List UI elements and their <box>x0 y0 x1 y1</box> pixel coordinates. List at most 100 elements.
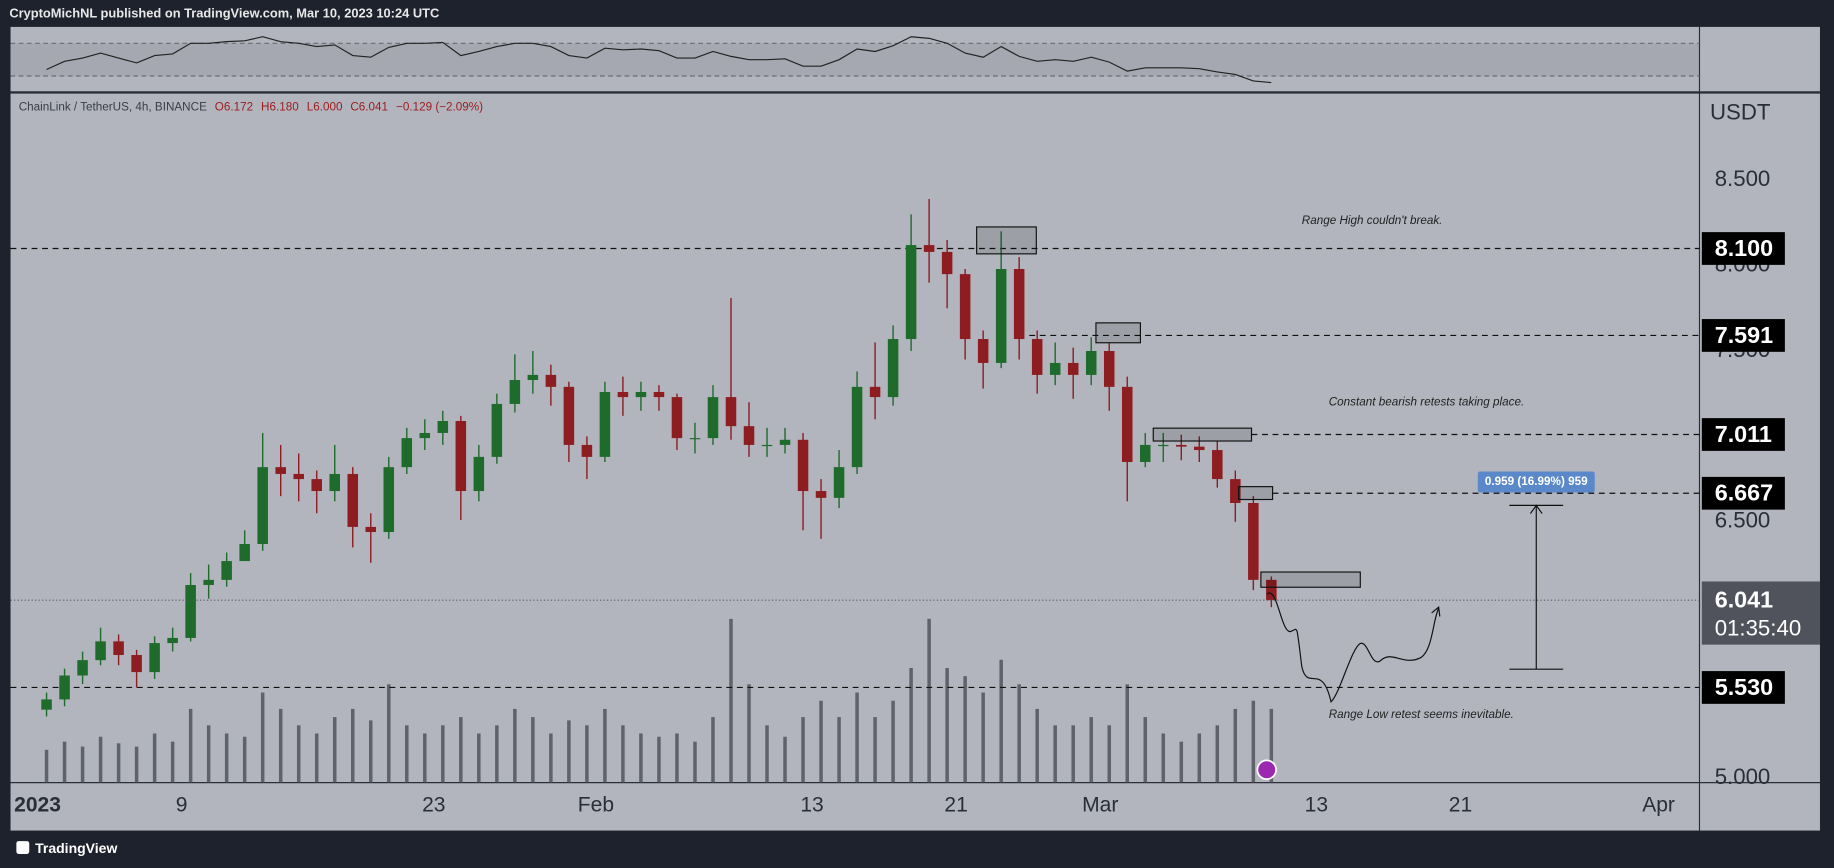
candle-body <box>905 245 917 340</box>
volume-bar <box>459 717 463 783</box>
volume-bar <box>891 700 895 783</box>
measure-arrowhead <box>1529 504 1543 514</box>
volume-bar <box>224 733 229 783</box>
price-axis: 8.5008.0007.5006.5005.0008.1007.5917.011… <box>1701 166 1820 789</box>
candle-body <box>167 637 178 644</box>
candle-body <box>95 641 106 661</box>
candle-body <box>329 473 340 492</box>
volume-bar <box>567 720 571 783</box>
volume-bar <box>729 618 733 783</box>
level-label: 6.667 <box>1715 480 1773 506</box>
level-label: 7.591 <box>1715 322 1773 348</box>
x-tick-label: 9 <box>176 794 188 817</box>
candle-body <box>41 699 52 710</box>
candle-body <box>131 655 142 673</box>
volume-bar <box>585 725 589 783</box>
volume-bar <box>260 692 265 783</box>
volume-bar <box>332 717 337 783</box>
volume-bar <box>134 746 139 783</box>
volume-bar <box>80 746 85 783</box>
header-text: CryptoMichNL published on TradingView.co… <box>9 5 439 20</box>
volume-bar <box>801 717 805 783</box>
volume-bar <box>278 708 283 783</box>
volume-bar <box>1251 700 1256 783</box>
candle-body <box>1103 350 1115 387</box>
candle-body <box>635 391 647 398</box>
x-tick-label: 23 <box>422 794 445 817</box>
candle-body <box>293 473 304 480</box>
volume-bar <box>621 725 625 783</box>
volume-bar <box>242 736 247 783</box>
legend-close: C6.041 <box>350 101 388 114</box>
volume-bar <box>477 733 481 783</box>
candle-body <box>1212 450 1223 480</box>
volume-bar <box>423 733 427 783</box>
legend: ChainLink / TetherUS, 4h, BINANCE O6.172… <box>19 101 483 114</box>
candle-body <box>419 432 431 439</box>
candle-body <box>1085 350 1097 375</box>
volume-bar <box>1233 708 1238 783</box>
y-tick-label: 8.500 <box>1715 166 1771 191</box>
footer-text: TradingView <box>35 840 117 856</box>
candle-body <box>527 374 539 381</box>
volume-bar <box>999 659 1003 783</box>
zone-box <box>1152 427 1253 442</box>
zone-box <box>1238 486 1274 501</box>
volume-bar <box>387 684 391 783</box>
volume-bar <box>837 717 841 783</box>
volume-bar <box>549 733 553 783</box>
volume-bar <box>1197 733 1202 783</box>
volume-bar <box>963 676 967 783</box>
volume-bar <box>369 720 373 783</box>
candle-body <box>77 660 88 676</box>
candle-body <box>1194 446 1205 451</box>
candle-body <box>923 245 935 252</box>
volume-bar <box>513 708 517 783</box>
volume-bar <box>1017 684 1021 783</box>
volume-bar <box>314 733 319 783</box>
candle-body <box>779 439 791 445</box>
volume-bar <box>188 708 193 783</box>
volume-bar <box>657 736 661 783</box>
y-tick-label: 5.000 <box>1715 764 1771 789</box>
volume-bar <box>1053 725 1057 783</box>
volume-bar <box>711 717 715 783</box>
countdown-label: 01:35:40 <box>1715 615 1801 640</box>
event-icon[interactable] <box>1256 759 1277 780</box>
candle-body <box>1121 386 1133 463</box>
zone-box <box>1095 322 1141 344</box>
volume-bar <box>116 743 121 783</box>
volume-bar <box>1071 725 1075 783</box>
volume-bar <box>152 733 157 783</box>
candle-body <box>851 386 863 468</box>
drawings <box>976 226 1361 588</box>
measure-label-box <box>1477 471 1595 493</box>
candle-body <box>275 467 286 474</box>
candle-body <box>995 268 1007 363</box>
volume-bar <box>1035 708 1039 783</box>
volume-bar <box>639 733 643 783</box>
x-tick-label: Apr <box>1642 794 1675 817</box>
volume-bar <box>1107 725 1111 783</box>
level-label: 5.530 <box>1715 674 1773 700</box>
legend-low: L6.000 <box>307 101 343 114</box>
volume-bar <box>1143 717 1148 783</box>
level-label: 7.011 <box>1715 421 1772 447</box>
candle-body <box>959 274 971 340</box>
volume-bar <box>981 692 985 783</box>
x-tick-label: 13 <box>1305 794 1328 817</box>
legend-change: −0.129 (−2.09%) <box>396 101 483 114</box>
volume-bar <box>819 700 823 783</box>
candle-body <box>941 251 953 275</box>
volume-bar <box>675 733 679 783</box>
candle-body <box>311 479 322 492</box>
volume-bar <box>1161 733 1166 783</box>
candle-body <box>797 439 809 492</box>
candle-body <box>509 380 521 404</box>
candle-body <box>473 456 485 492</box>
candle-body <box>1139 444 1151 463</box>
candle-body <box>1230 479 1241 503</box>
volume-bar <box>441 725 445 783</box>
